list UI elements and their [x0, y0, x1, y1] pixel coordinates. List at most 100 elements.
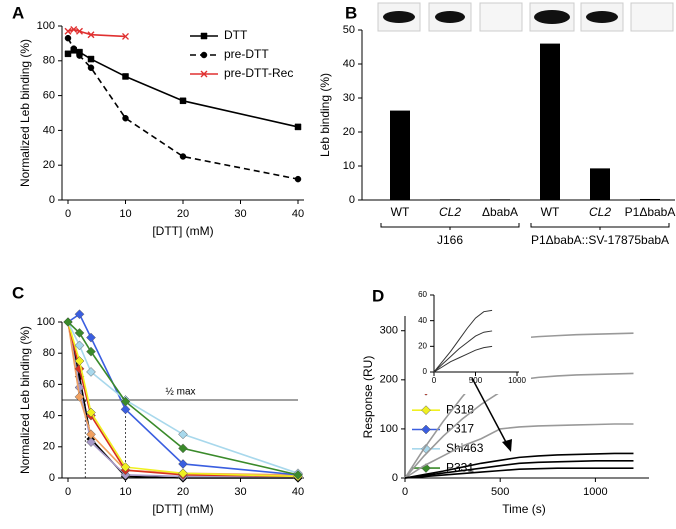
panel-letter: C	[12, 283, 24, 302]
marker	[178, 443, 188, 454]
series-line	[433, 330, 493, 373]
blot-band	[383, 11, 415, 23]
marker	[120, 404, 131, 415]
marker	[86, 367, 96, 377]
marker	[122, 32, 129, 40]
x-tick-label: CL2	[439, 205, 461, 219]
bar	[590, 168, 610, 200]
series-line	[67, 321, 299, 475]
x-tick-label: 500	[491, 486, 509, 498]
legend-marker	[421, 405, 431, 416]
marker	[86, 332, 96, 343]
y-tick-label: 60	[43, 378, 55, 390]
x-tick-label: P1ΔbabA	[625, 205, 676, 219]
blot-band	[435, 11, 465, 23]
arrow	[471, 377, 509, 447]
x-axis-label: [DTT] (mM)	[152, 224, 213, 238]
marker	[64, 35, 72, 42]
marker	[122, 115, 129, 122]
marker	[86, 407, 96, 418]
y-tick-label: 0	[423, 367, 428, 376]
series-line	[404, 467, 634, 479]
legend-marker	[200, 51, 208, 59]
y-axis-label: Leb binding (%)	[318, 73, 332, 157]
marker	[70, 25, 78, 33]
group-label: P1ΔbabA::SV-17875babA	[531, 233, 669, 247]
blot	[479, 2, 523, 32]
group-bracket	[380, 223, 520, 230]
marker	[76, 52, 83, 59]
y-tick-label: 40	[343, 58, 355, 70]
bar	[640, 198, 660, 200]
series-line	[67, 49, 299, 128]
group-bracket	[530, 223, 670, 230]
marker	[179, 97, 187, 105]
marker	[87, 31, 95, 39]
series-line	[67, 28, 126, 38]
x-axis-label: [DTT] (mM)	[152, 502, 213, 516]
blot	[630, 2, 674, 32]
x-axis-label: Time (s)	[502, 502, 546, 516]
marker	[74, 309, 85, 320]
y-tick-label: 80	[43, 347, 55, 359]
y-tick-label: 0	[349, 194, 355, 206]
marker	[63, 317, 73, 327]
legend-marker	[200, 70, 208, 78]
panel-letter: D	[372, 286, 384, 305]
y-tick-label: 0	[392, 472, 398, 484]
marker	[70, 45, 78, 52]
marker	[74, 328, 85, 338]
y-tick-label: 20	[43, 441, 55, 453]
y-tick-label: 80	[43, 55, 55, 67]
marker	[74, 356, 85, 366]
group-label: J166	[437, 233, 463, 247]
x-tick-label: 20	[177, 208, 189, 220]
annotation: ½ max	[166, 387, 196, 398]
bar	[540, 43, 560, 200]
bar	[490, 199, 510, 201]
bar	[390, 110, 410, 200]
y-tick-label: 60	[418, 290, 427, 299]
x-tick-label: 500	[469, 376, 483, 385]
y-axis-label: Normalized Leb binding (%)	[18, 326, 32, 474]
series-line	[67, 321, 298, 478]
legend-label: pre-DTT	[224, 47, 269, 61]
marker	[87, 55, 95, 63]
y-axis-label: Response (RU)	[361, 356, 375, 439]
x-tick-label: WT	[391, 205, 410, 219]
y-tick-label: 100	[380, 423, 398, 435]
legend-label: pre-DTT-Rec	[224, 66, 293, 80]
y-tick-label: 40	[43, 124, 55, 136]
marker	[178, 429, 188, 440]
marker	[179, 153, 187, 160]
panel-letter: B	[345, 3, 357, 22]
marker	[74, 340, 85, 351]
bar	[440, 199, 460, 201]
legend-label: DTT	[224, 28, 248, 42]
marker	[293, 470, 303, 480]
marker	[74, 392, 85, 402]
blots	[377, 2, 674, 32]
legend-marker	[200, 32, 208, 40]
marker	[120, 396, 131, 407]
y-tick-label: 20	[418, 341, 427, 350]
marker	[294, 175, 302, 183]
y-tick-label: 30	[343, 92, 355, 104]
x-tick-label: 10	[119, 208, 131, 220]
y-tick-label: 100	[37, 316, 55, 328]
x-tick-label: CL2	[589, 205, 611, 219]
panel: B 0 10 20 30 40 50 Leb binding (%) WT CL2 ΔbabA WT C…	[318, 3, 675, 247]
series-line	[433, 345, 493, 373]
arrow-head	[502, 439, 512, 452]
blot-band	[534, 10, 570, 24]
panel: 0 20 40 60 0 500 1000	[408, 287, 531, 394]
x-tick-label: 30	[234, 208, 246, 220]
x-tick-label: 1000	[583, 486, 607, 498]
x-tick-label: WT	[541, 205, 560, 219]
y-tick-label: 200	[380, 374, 398, 386]
y-axis-label: Normalized Leb binding (%)	[18, 39, 32, 187]
y-tick-label: 0	[49, 194, 55, 206]
marker	[294, 123, 302, 131]
x-tick-label: 0	[402, 486, 408, 498]
y-tick-label: 100	[37, 20, 55, 32]
